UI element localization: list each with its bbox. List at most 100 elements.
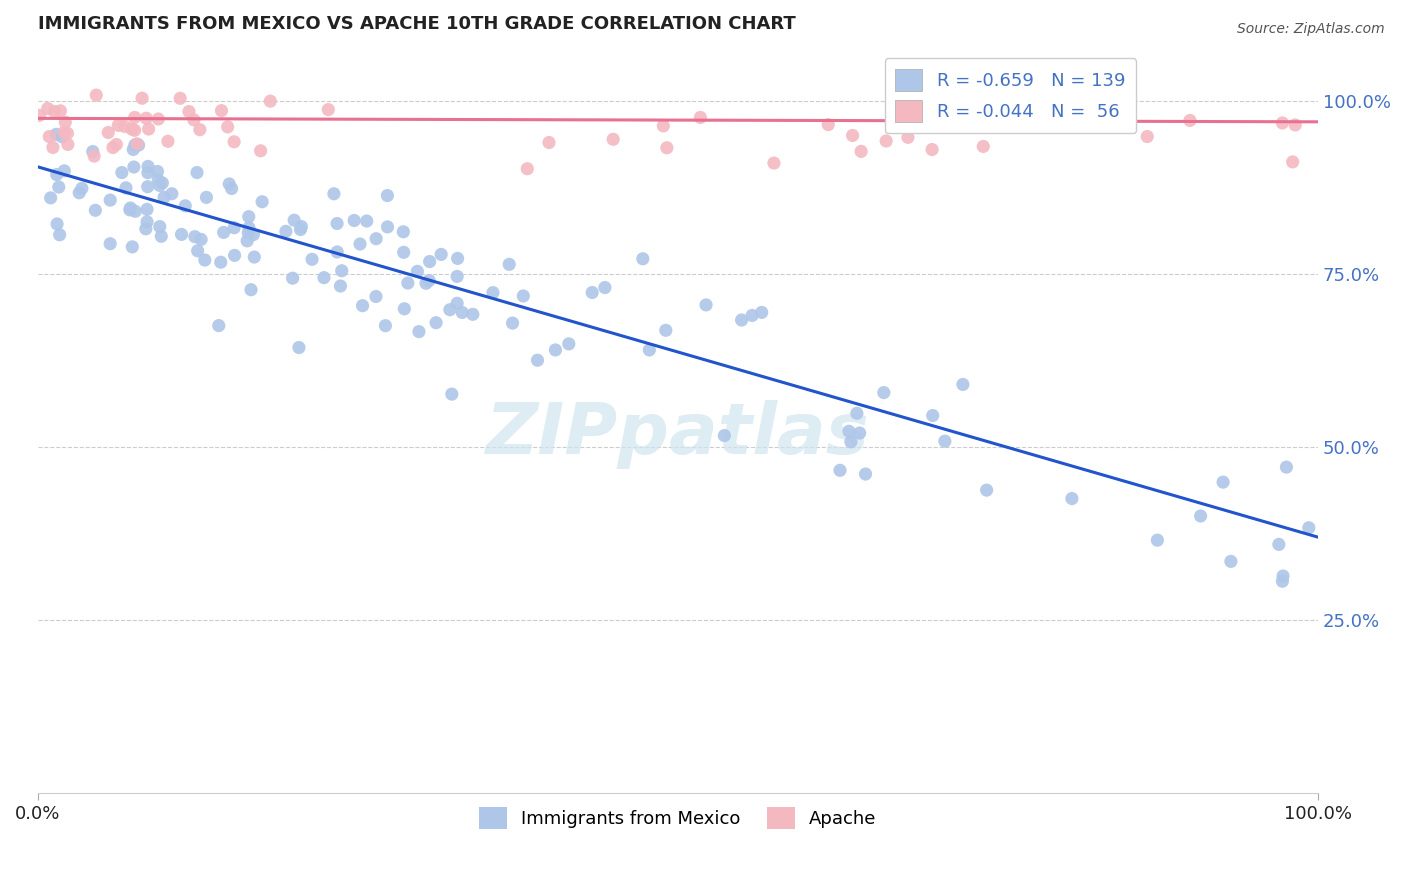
Point: [53, 164, 76, 178]
Point: [194, 253, 217, 268]
Point: [135, 112, 157, 126]
Point: [84, 88, 107, 103]
Point: [408, 325, 430, 339]
Point: [419, 254, 441, 268]
Point: [392, 245, 415, 260]
Point: [51, 129, 73, 144]
Point: [238, 210, 260, 224]
Point: [240, 283, 263, 297]
Point: [1275, 460, 1298, 475]
Point: [848, 425, 870, 440]
Point: [544, 343, 567, 357]
Point: [67, 186, 90, 200]
Point: [136, 215, 159, 229]
Point: [136, 179, 159, 194]
Point: [121, 122, 143, 136]
Point: [415, 277, 437, 291]
Point: [186, 165, 208, 179]
Point: [49, 103, 72, 118]
Point: [52, 126, 75, 140]
Point: [976, 483, 998, 497]
Point: [82, 145, 104, 159]
Point: [290, 219, 312, 234]
Point: [1268, 537, 1291, 551]
Point: [713, 428, 735, 442]
Point: [1136, 129, 1159, 144]
Point: [136, 166, 159, 180]
Point: [652, 119, 675, 133]
Point: [934, 434, 956, 449]
Point: [242, 227, 264, 242]
Point: [170, 227, 193, 242]
Point: [56, 137, 79, 152]
Legend: Immigrants from Mexico, Apache: Immigrants from Mexico, Apache: [472, 800, 883, 837]
Point: [959, 105, 981, 120]
Point: [45, 128, 67, 142]
Point: [631, 252, 654, 266]
Point: [828, 463, 851, 477]
Point: [56, 126, 79, 140]
Point: [1219, 554, 1241, 568]
Point: [150, 176, 173, 190]
Point: [396, 276, 419, 290]
Point: [875, 134, 897, 148]
Point: [188, 122, 211, 136]
Point: [394, 301, 416, 316]
Point: [516, 161, 538, 176]
Point: [326, 217, 349, 231]
Point: [135, 221, 157, 235]
Point: [502, 316, 524, 330]
Point: [42, 140, 65, 154]
Point: [146, 164, 169, 178]
Point: [98, 193, 121, 207]
Point: [430, 247, 453, 261]
Point: [83, 149, 105, 163]
Point: [53, 115, 76, 129]
Point: [177, 104, 200, 119]
Point: [855, 467, 877, 481]
Point: [1146, 533, 1168, 548]
Point: [128, 138, 150, 153]
Point: [377, 188, 399, 202]
Point: [208, 318, 231, 333]
Point: [849, 145, 872, 159]
Point: [48, 180, 70, 194]
Point: [187, 244, 209, 258]
Point: [125, 136, 148, 151]
Point: [39, 191, 62, 205]
Point: [326, 244, 349, 259]
Point: [638, 343, 661, 357]
Point: [212, 226, 235, 240]
Point: [211, 103, 233, 118]
Point: [290, 222, 312, 236]
Point: [364, 289, 387, 303]
Point: [98, 236, 121, 251]
Point: [581, 285, 603, 300]
Point: [259, 94, 281, 108]
Point: [122, 143, 145, 157]
Point: [1271, 116, 1294, 130]
Point: [224, 220, 246, 235]
Point: [101, 140, 124, 154]
Point: [558, 337, 581, 351]
Point: [593, 280, 616, 294]
Point: [209, 255, 232, 269]
Point: [406, 264, 429, 278]
Text: IMMIGRANTS FROM MEXICO VS APACHE 10TH GRADE CORRELATION CHART: IMMIGRANTS FROM MEXICO VS APACHE 10TH GR…: [38, 15, 796, 33]
Point: [512, 289, 534, 303]
Point: [392, 225, 415, 239]
Point: [377, 219, 399, 234]
Point: [1272, 569, 1295, 583]
Point: [107, 119, 129, 133]
Point: [217, 120, 239, 134]
Point: [839, 434, 862, 449]
Point: [322, 186, 344, 201]
Point: [195, 190, 218, 204]
Point: [183, 112, 205, 127]
Point: [138, 122, 160, 136]
Point: [136, 202, 159, 217]
Point: [149, 178, 172, 193]
Point: [446, 269, 468, 284]
Point: [838, 425, 860, 439]
Point: [124, 111, 146, 125]
